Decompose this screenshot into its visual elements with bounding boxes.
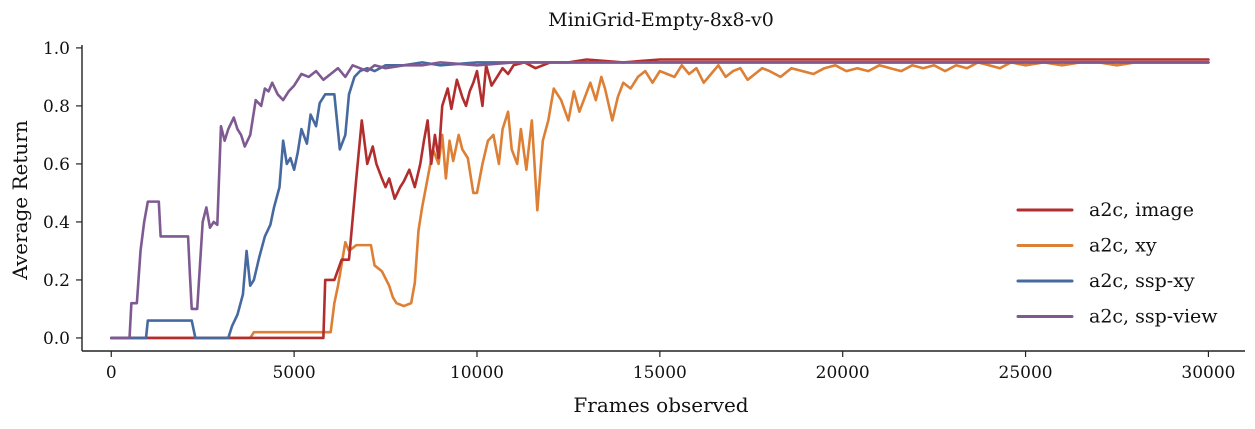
series-line-a2c-ssp-xy bbox=[109, 61, 1210, 340]
x-tick-label: 30000 bbox=[1181, 363, 1235, 383]
x-tick-label: 10000 bbox=[450, 363, 504, 383]
y-tick-label: 0.6 bbox=[43, 155, 70, 175]
chart-title: MiniGrid-Empty-8x8-v0 bbox=[548, 9, 774, 31]
legend-label-a2c-image: a2c, image bbox=[1089, 199, 1194, 221]
axes: 0 5000 10000 15000 20000 25000 30000 0.0 0.2 0.4 0… bbox=[43, 39, 1245, 383]
y-tick-label: 0.0 bbox=[43, 329, 70, 349]
x-axis-label: Frames observed bbox=[573, 393, 748, 417]
y-axis-label: Average Return bbox=[8, 120, 32, 281]
series-line-a2c-xy bbox=[109, 61, 1210, 340]
x-tick-label: 25000 bbox=[999, 363, 1053, 383]
series-line-a2c-ssp-view bbox=[109, 61, 1210, 340]
legend-label-a2c-ssp-view: a2c, ssp-view bbox=[1089, 306, 1218, 328]
legend-label-a2c-ssp-xy: a2c, ssp-xy bbox=[1089, 270, 1195, 292]
y-tick-label: 0.2 bbox=[43, 271, 70, 291]
legend: a2c, image a2c, xy a2c, ssp-xy a2c, ssp-vie… bbox=[1016, 199, 1218, 328]
legend-label-a2c-xy: a2c, xy bbox=[1089, 235, 1157, 257]
y-tick-label: 0.4 bbox=[43, 213, 70, 233]
y-tick-label: 1.0 bbox=[43, 39, 70, 59]
x-tick-label: 5000 bbox=[272, 363, 315, 383]
series-group bbox=[109, 58, 1210, 340]
x-tick-label: 15000 bbox=[633, 363, 687, 383]
x-tick-label: 20000 bbox=[816, 363, 870, 383]
x-tick-label: 0 bbox=[106, 363, 117, 383]
y-tick-label: 0.8 bbox=[43, 97, 70, 117]
